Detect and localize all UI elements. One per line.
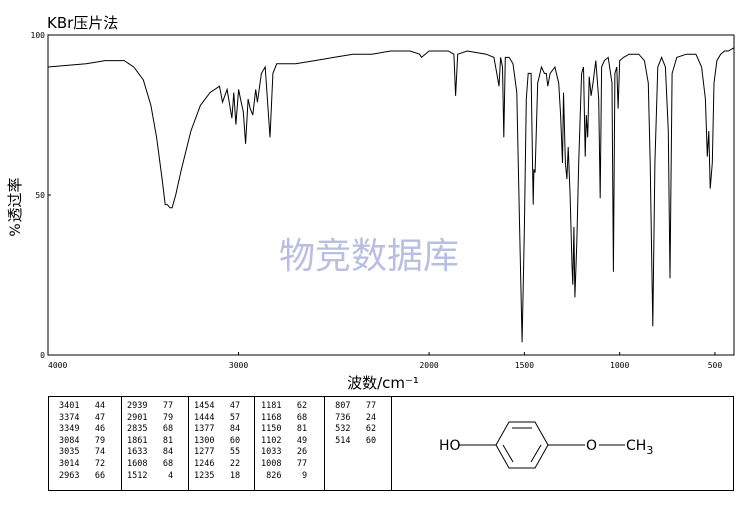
peak-row: 1168 68 xyxy=(261,412,308,423)
peak-row: 3084 79 xyxy=(59,435,106,446)
x-axis-label: 波数/cm⁻¹ xyxy=(347,374,419,392)
methyl-label: CH3 xyxy=(626,438,653,457)
peak-row: 1246 22 xyxy=(194,458,241,469)
y-axis-title: 透过率 % xyxy=(6,177,24,236)
x-tick-label: 4000 xyxy=(48,361,67,370)
peak-row: 2963 66 xyxy=(59,470,106,481)
peak-column: 3401 44 3374 47 3349 46 3084 79 3035 74 3014 … xyxy=(59,401,105,482)
methyl-subscript: 3 xyxy=(646,444,653,457)
peak-row: 1235 18 xyxy=(194,470,241,481)
x-tick-label: 1500 xyxy=(515,361,534,370)
ether-oxygen-label: O xyxy=(586,438,597,454)
watermark-text: 物竞数据库 xyxy=(279,236,459,277)
peak-row: 2901 79 xyxy=(127,412,174,423)
peak-column: 2939 77 2901 79 2835 68 1861 81 1633 84 1608 … xyxy=(127,401,173,482)
y-axis-label: 透过率 xyxy=(6,177,24,222)
peak-row: 1454 47 xyxy=(194,401,241,411)
peak-column: 807 77 736 24 532 62 514 60 xyxy=(330,401,376,447)
peak-row: 3014 72 xyxy=(59,458,106,469)
peak-row: 1608 68 xyxy=(127,458,174,469)
peak-row: 826 9 xyxy=(261,470,308,481)
peak-row: 736 24 xyxy=(330,412,377,423)
peak-row: 3374 47 xyxy=(59,412,106,423)
peak-row: 1033 26 xyxy=(261,447,308,458)
peak-row: 514 60 xyxy=(330,435,377,446)
peak-row: 1300 60 xyxy=(194,435,241,446)
peak-row: 1277 55 xyxy=(194,447,241,458)
ir-spectrum-chart: KBr压片法 物竞数据库 0 50 100 4000 3000 2000 1500 1000… xyxy=(6,14,735,392)
peak-row: 1102 49 xyxy=(261,435,308,446)
y-axis: 0 50 100 xyxy=(31,31,51,360)
table-divider xyxy=(391,397,392,490)
peak-table: 3401 44 3374 47 3349 46 3084 79 3035 74 3014 … xyxy=(48,396,734,491)
peak-row: 1181 62 xyxy=(261,401,308,411)
peak-row: 1861 81 xyxy=(127,435,174,446)
series-line-transmittance xyxy=(47,47,735,343)
x-tick-label: 3000 xyxy=(229,361,248,370)
table-divider xyxy=(121,397,122,490)
table-divider xyxy=(188,397,189,490)
y-tick-label: 50 xyxy=(35,191,45,200)
peak-column: 1181 62 1168 68 1150 81 1102 49 1033 26 1008 … xyxy=(261,401,307,482)
peak-row: 1150 81 xyxy=(261,424,308,435)
peak-row: 1444 57 xyxy=(194,412,241,423)
molecular-structure: HO O CH3 xyxy=(439,421,653,469)
peak-row: 807 77 xyxy=(330,401,377,411)
peak-row: 1008 77 xyxy=(261,458,308,469)
hydroxyl-label: HO xyxy=(439,438,461,454)
x-tick-label: 1000 xyxy=(610,361,629,370)
peak-row: 1633 84 xyxy=(127,447,174,458)
x-tick-label: 500 xyxy=(708,361,723,370)
y-axis-unit: % xyxy=(8,223,24,236)
peak-row: 3401 44 xyxy=(59,401,106,411)
y-tick-label: 100 xyxy=(31,31,46,40)
methyl-ch: CH xyxy=(626,438,646,454)
peak-row: 3349 46 xyxy=(59,424,106,435)
peak-row: 2835 68 xyxy=(127,424,174,435)
benzene-ring xyxy=(458,421,625,469)
table-divider xyxy=(254,397,255,490)
peak-row: 532 62 xyxy=(330,424,377,435)
y-tick-label: 0 xyxy=(40,351,45,360)
peak-row: 3035 74 xyxy=(59,447,106,458)
x-tick-label: 2000 xyxy=(419,361,438,370)
peak-row: 1512 4 xyxy=(127,470,174,481)
table-divider xyxy=(324,397,325,490)
peak-column: 1454 47 1444 57 1377 84 1300 60 1277 55 1246 … xyxy=(194,401,240,482)
x-axis: 4000 3000 2000 1500 1000 500 xyxy=(47,352,723,370)
peak-row: 1377 84 xyxy=(194,424,241,435)
peak-row: 2939 77 xyxy=(127,401,174,411)
plot-frame xyxy=(47,34,735,356)
chart-title: KBr压片法 xyxy=(47,14,118,32)
